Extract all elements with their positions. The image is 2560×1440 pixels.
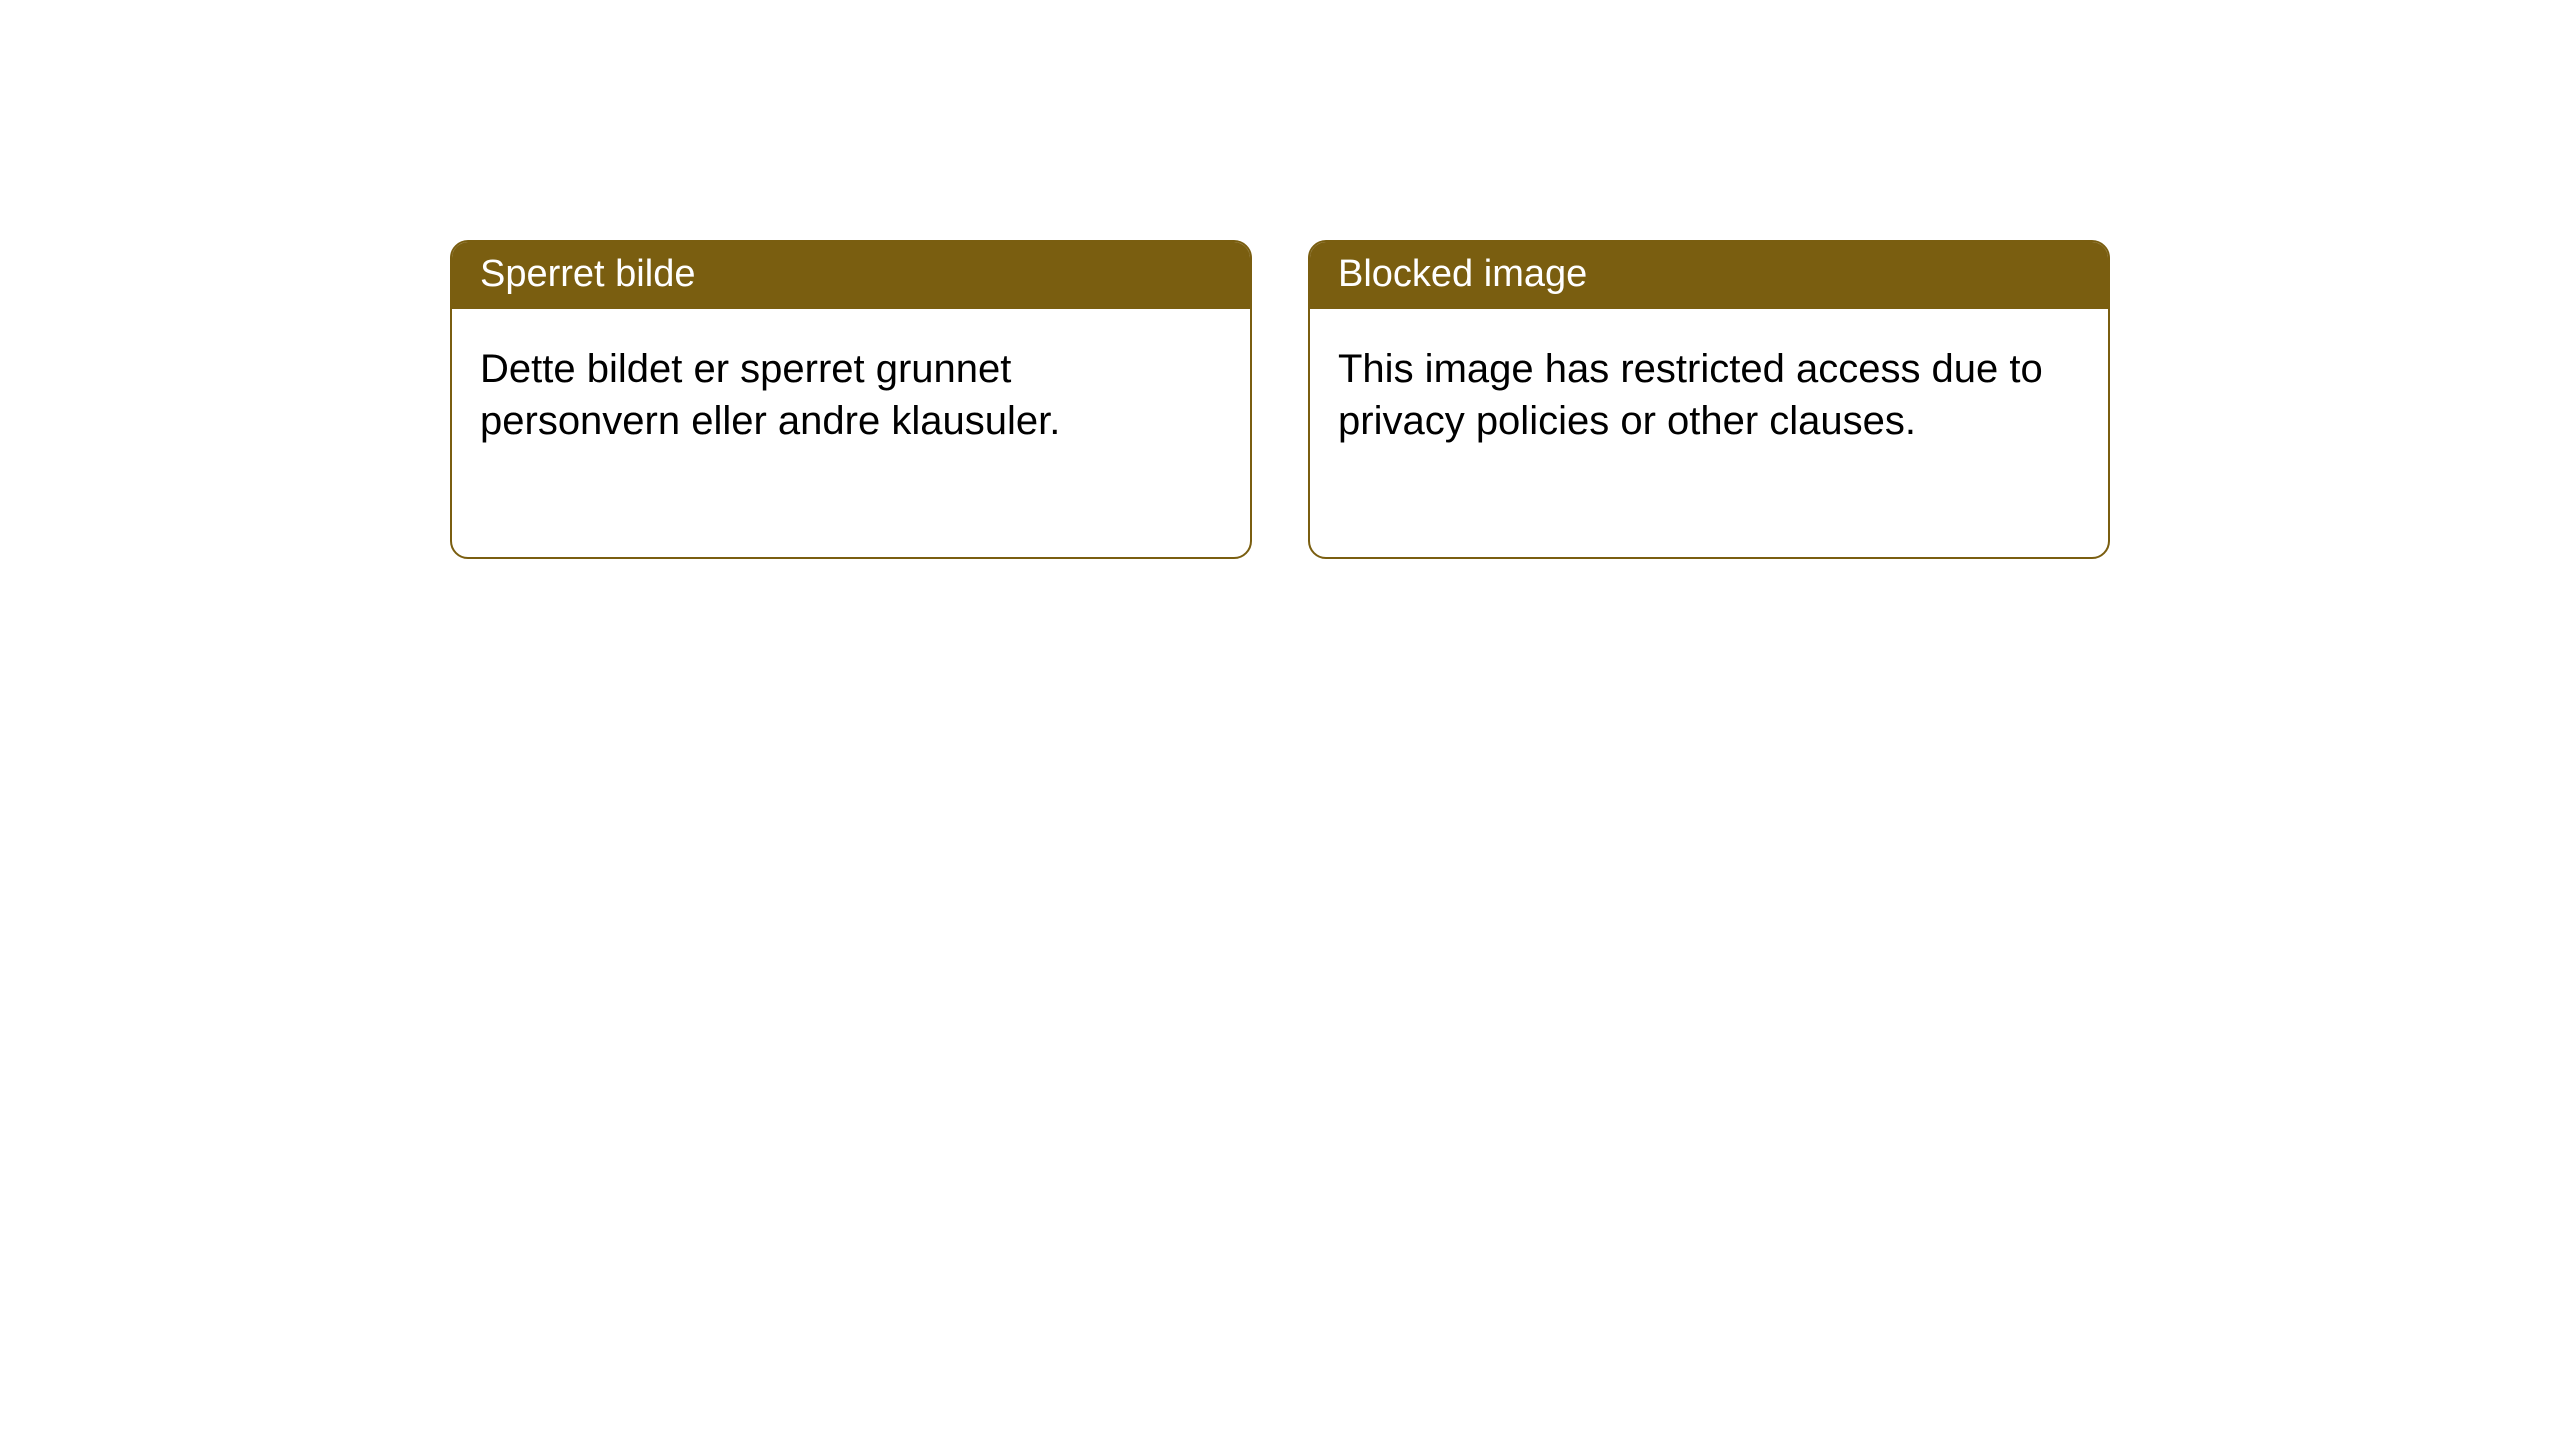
blocked-image-card-en: Blocked image This image has restricted …: [1308, 240, 2110, 559]
blocked-image-card-no: Sperret bilde Dette bildet er sperret gr…: [450, 240, 1252, 559]
card-body-en: This image has restricted access due to …: [1310, 309, 2108, 557]
card-header-no: Sperret bilde: [452, 242, 1250, 309]
card-header-en: Blocked image: [1310, 242, 2108, 309]
card-body-no: Dette bildet er sperret grunnet personve…: [452, 309, 1250, 557]
notice-container: Sperret bilde Dette bildet er sperret gr…: [0, 0, 2560, 559]
